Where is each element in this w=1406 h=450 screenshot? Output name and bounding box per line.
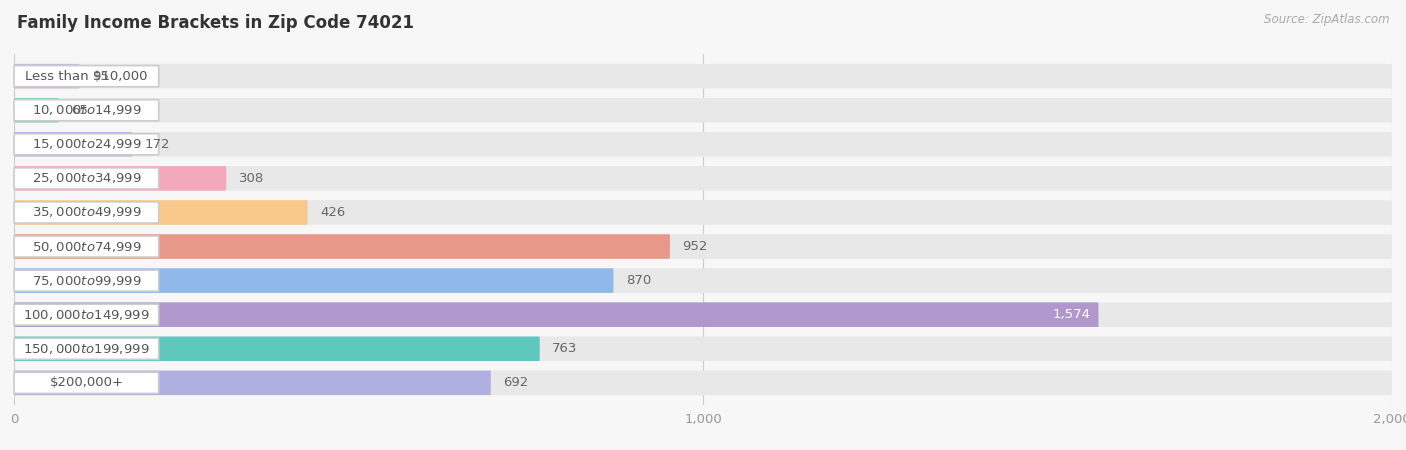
FancyBboxPatch shape bbox=[14, 166, 226, 191]
FancyBboxPatch shape bbox=[14, 168, 159, 189]
FancyBboxPatch shape bbox=[14, 66, 159, 87]
Text: 1,574: 1,574 bbox=[1052, 308, 1090, 321]
Text: $200,000+: $200,000+ bbox=[49, 376, 124, 389]
FancyBboxPatch shape bbox=[14, 202, 159, 223]
Text: $150,000 to $199,999: $150,000 to $199,999 bbox=[22, 342, 149, 356]
Text: Family Income Brackets in Zip Code 74021: Family Income Brackets in Zip Code 74021 bbox=[17, 14, 413, 32]
FancyBboxPatch shape bbox=[14, 371, 491, 395]
FancyBboxPatch shape bbox=[14, 200, 1392, 225]
FancyBboxPatch shape bbox=[14, 302, 1392, 327]
FancyBboxPatch shape bbox=[14, 132, 1392, 157]
FancyBboxPatch shape bbox=[14, 270, 159, 291]
FancyBboxPatch shape bbox=[14, 98, 59, 122]
FancyBboxPatch shape bbox=[14, 234, 1392, 259]
Text: 172: 172 bbox=[145, 138, 170, 151]
Text: $15,000 to $24,999: $15,000 to $24,999 bbox=[31, 137, 141, 151]
FancyBboxPatch shape bbox=[14, 338, 159, 360]
FancyBboxPatch shape bbox=[14, 372, 159, 393]
FancyBboxPatch shape bbox=[14, 268, 613, 293]
FancyBboxPatch shape bbox=[14, 302, 1098, 327]
FancyBboxPatch shape bbox=[14, 371, 1392, 395]
FancyBboxPatch shape bbox=[14, 64, 80, 88]
FancyBboxPatch shape bbox=[14, 166, 1392, 191]
Text: 95: 95 bbox=[91, 70, 108, 83]
Text: $35,000 to $49,999: $35,000 to $49,999 bbox=[31, 206, 141, 220]
FancyBboxPatch shape bbox=[14, 99, 159, 121]
FancyBboxPatch shape bbox=[14, 200, 308, 225]
Text: 426: 426 bbox=[321, 206, 346, 219]
FancyBboxPatch shape bbox=[14, 236, 159, 257]
Text: 870: 870 bbox=[626, 274, 651, 287]
Text: $25,000 to $34,999: $25,000 to $34,999 bbox=[31, 171, 141, 185]
Text: 65: 65 bbox=[72, 104, 89, 117]
FancyBboxPatch shape bbox=[14, 234, 669, 259]
Text: Less than $10,000: Less than $10,000 bbox=[25, 70, 148, 83]
Text: 692: 692 bbox=[503, 376, 529, 389]
FancyBboxPatch shape bbox=[14, 132, 132, 157]
FancyBboxPatch shape bbox=[14, 134, 159, 155]
Text: 952: 952 bbox=[682, 240, 707, 253]
FancyBboxPatch shape bbox=[14, 98, 1392, 122]
Text: $50,000 to $74,999: $50,000 to $74,999 bbox=[31, 239, 141, 253]
FancyBboxPatch shape bbox=[14, 64, 1392, 88]
FancyBboxPatch shape bbox=[14, 268, 1392, 293]
FancyBboxPatch shape bbox=[14, 337, 540, 361]
FancyBboxPatch shape bbox=[14, 304, 159, 325]
Text: $10,000 to $14,999: $10,000 to $14,999 bbox=[31, 103, 141, 117]
FancyBboxPatch shape bbox=[14, 337, 1392, 361]
Text: $75,000 to $99,999: $75,000 to $99,999 bbox=[31, 274, 141, 288]
Text: 763: 763 bbox=[553, 342, 578, 355]
Text: 308: 308 bbox=[239, 172, 264, 185]
Text: $100,000 to $149,999: $100,000 to $149,999 bbox=[22, 308, 149, 322]
Text: Source: ZipAtlas.com: Source: ZipAtlas.com bbox=[1264, 14, 1389, 27]
